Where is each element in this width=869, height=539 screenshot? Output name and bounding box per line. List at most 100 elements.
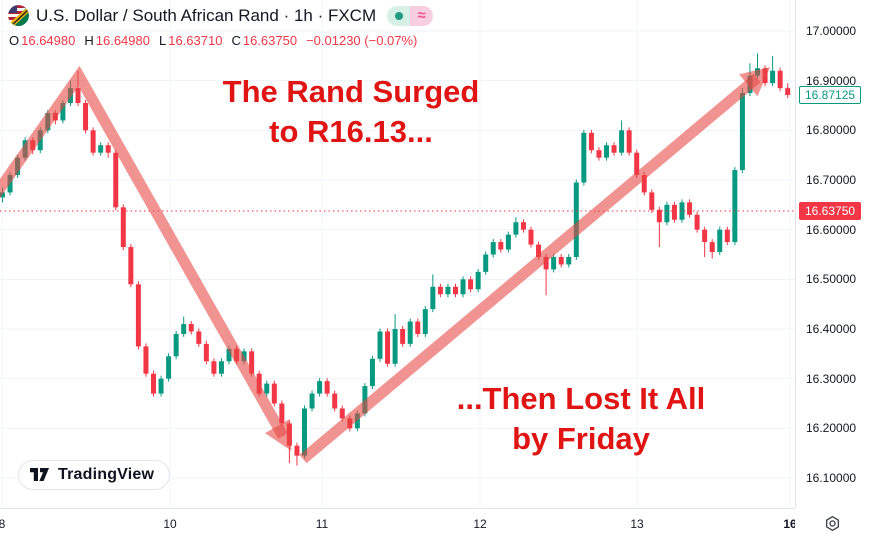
symbol-title[interactable]: U.S. Dollar / South African Rand · 1h · …: [36, 5, 377, 25]
time-tick-label: 10: [163, 517, 177, 531]
candle-body: [128, 247, 134, 285]
candle-body: [732, 170, 738, 243]
low-label: L: [158, 33, 167, 48]
candle-body: [573, 182, 579, 257]
candle-body: [324, 381, 330, 394]
price-tick-label: 16.80000: [806, 123, 857, 138]
candle-body: [437, 286, 443, 295]
candle-body: [392, 329, 398, 364]
open-label: O: [9, 33, 20, 48]
candle-body: [596, 150, 602, 158]
time-tick-label: 12: [473, 517, 487, 531]
candle-body: [687, 202, 693, 215]
candle-body: [581, 132, 587, 183]
candle-body: [513, 222, 519, 235]
candle-body: [520, 222, 526, 230]
candle-body: [755, 68, 760, 76]
delayed-data-approx-icon: ≈: [410, 5, 434, 26]
candle-body: [339, 408, 345, 419]
time-axis[interactable]: 8 10 11 12 13 16: [0, 508, 869, 539]
candle-body: [264, 383, 270, 394]
change-value: −0.01230 (−0.07%): [306, 33, 418, 48]
price-tick-label: 16.30000: [806, 371, 857, 386]
candle-body: [619, 130, 625, 153]
price-tick-label: 16.10000: [806, 471, 857, 485]
close-label: C: [231, 33, 241, 48]
candle-body: [362, 386, 368, 414]
candle-body: [777, 70, 783, 89]
candle-body: [158, 378, 164, 394]
candle-body: [475, 271, 481, 290]
candle-body: [785, 88, 791, 95]
low-value: 16.63710: [168, 33, 223, 48]
recovery-up-arrow[interactable]: [299, 66, 771, 464]
candle-body: [377, 331, 383, 359]
candle-body: [60, 103, 66, 121]
candle-body: [709, 242, 715, 253]
candle-body: [422, 309, 428, 334]
candle-body: [203, 343, 209, 362]
candle-body: [536, 244, 542, 257]
candle-body: [143, 346, 149, 374]
candle-body: [181, 324, 187, 334]
candle-body: [679, 202, 685, 220]
candle-body: [7, 175, 13, 193]
surge-down-arrow[interactable]: [0, 65, 292, 451]
candle-body: [717, 229, 723, 253]
price-tick-label: 16.20000: [806, 421, 857, 436]
gear-icon: [825, 515, 839, 532]
candle-body: [354, 413, 360, 429]
candle-body: [249, 351, 255, 374]
candle-body: [656, 209, 662, 223]
candle-body: [279, 403, 285, 424]
candle-body: [151, 373, 156, 394]
price-axis[interactable]: 16.87125 16.63750 17.00000 16.90000 16.800…: [795, 0, 869, 508]
price-tick-label: 16.60000: [806, 222, 857, 237]
tradingview-logo-text: TradingView: [58, 466, 155, 483]
price-tick-label: 17.00000: [806, 24, 857, 38]
chart-legend: U.S. Dollar / South African Rand · 1h · …: [8, 5, 434, 48]
candle-body: [490, 242, 496, 255]
candle-body: [294, 445, 300, 456]
candle-body: [460, 279, 466, 295]
price-tick-label: 16.90000: [806, 73, 857, 88]
candle-body: [543, 256, 549, 270]
annotation-surge-text[interactable]: The Rand Surged to R16.13...: [223, 72, 480, 152]
candle-body: [566, 256, 572, 265]
candle-body: [120, 207, 126, 248]
price-tick-label: 16.40000: [806, 322, 857, 336]
candle-body: [385, 331, 391, 364]
high-label: H: [84, 33, 94, 48]
candle-body: [309, 393, 315, 409]
current-price-badge: 16.63750: [799, 202, 862, 221]
candle-body: [113, 152, 119, 208]
candle-body: [641, 175, 647, 193]
time-tick-label: 11: [315, 517, 329, 531]
high-value: 16.64980: [95, 33, 150, 48]
tradingview-logo-icon: [30, 468, 49, 481]
candle-body: [83, 103, 89, 131]
chart-settings-button[interactable]: [822, 513, 843, 534]
candle-body: [604, 145, 609, 158]
candle-body: [90, 130, 96, 153]
price-tick-label: 16.50000: [806, 272, 857, 287]
market-open-dot-icon: [387, 5, 411, 26]
candle-body: [558, 256, 564, 265]
tradingview-logo[interactable]: TradingView: [18, 460, 171, 490]
candle-body: [453, 286, 458, 295]
candle-body: [483, 254, 489, 272]
candle-body: [739, 93, 745, 171]
candle-body: [173, 333, 179, 357]
market-status-pill[interactable]: ≈: [387, 5, 434, 26]
candle-body: [135, 284, 141, 347]
candle-body: [724, 229, 730, 243]
annotation-lost-text[interactable]: ...Then Lost It All by Friday: [457, 379, 706, 459]
candle-body: [430, 286, 436, 310]
close-value: 16.63750: [242, 33, 298, 48]
candle-body: [551, 256, 557, 270]
time-tick-label: 8: [0, 517, 6, 531]
time-tick-label: 16: [783, 517, 797, 531]
arrow-drawings-layer[interactable]: [0, 65, 771, 464]
